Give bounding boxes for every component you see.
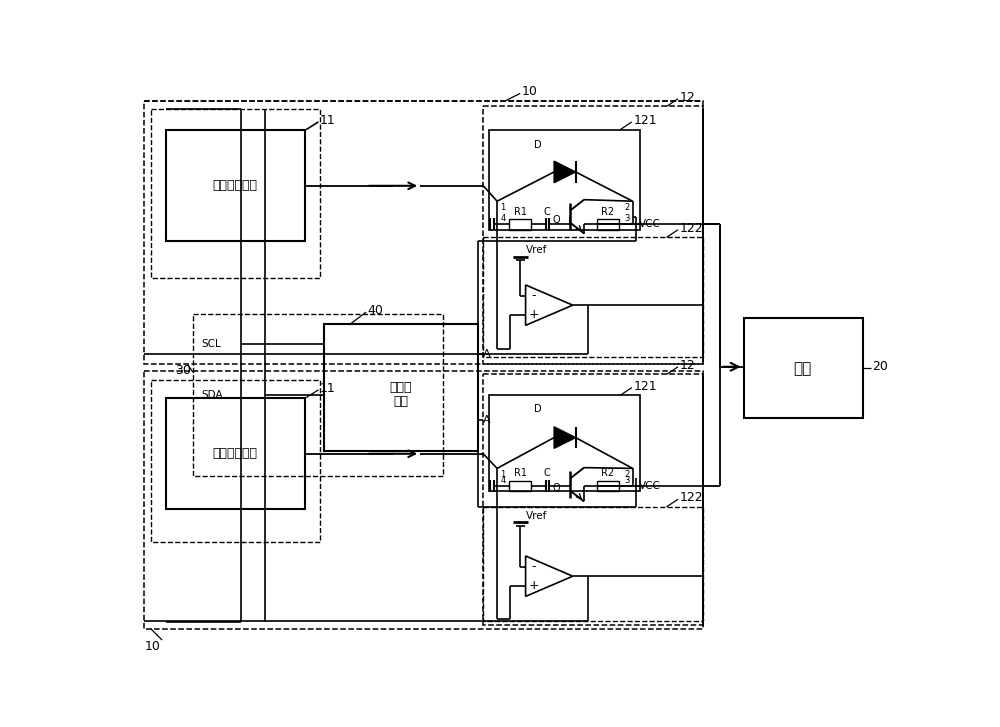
Text: 3: 3 <box>624 475 630 485</box>
Text: 11: 11 <box>320 114 336 126</box>
Text: -: - <box>531 289 536 302</box>
Bar <box>483 106 703 364</box>
Text: Vref: Vref <box>526 511 548 521</box>
Text: -: - <box>531 561 536 574</box>
Text: 3: 3 <box>624 214 630 222</box>
Text: 121: 121 <box>633 114 657 126</box>
Text: R2: R2 <box>601 206 615 217</box>
Text: 40: 40 <box>368 304 384 317</box>
Text: 20: 20 <box>872 361 888 373</box>
Bar <box>166 129 305 241</box>
Text: 10: 10 <box>144 640 160 653</box>
Text: 4: 4 <box>500 475 505 485</box>
Polygon shape <box>554 161 576 182</box>
Text: R1: R1 <box>514 468 527 478</box>
Text: 1: 1 <box>500 203 505 212</box>
Text: 122: 122 <box>680 222 703 235</box>
Text: 电流输出单元: 电流输出单元 <box>213 180 258 193</box>
Bar <box>489 129 640 230</box>
Bar <box>324 324 478 451</box>
Bar <box>144 371 703 629</box>
Text: 121: 121 <box>633 379 657 393</box>
Bar <box>483 507 703 621</box>
Polygon shape <box>554 427 576 449</box>
Bar <box>597 481 619 491</box>
Bar <box>509 219 531 230</box>
Bar <box>193 314 443 476</box>
Text: 1: 1 <box>500 470 505 479</box>
Text: C: C <box>544 206 551 217</box>
Text: 10: 10 <box>522 85 538 98</box>
Bar <box>151 109 320 278</box>
Bar <box>744 318 863 418</box>
Text: 11: 11 <box>320 382 336 395</box>
Bar <box>489 395 640 491</box>
Text: A: A <box>483 415 491 425</box>
Bar <box>166 398 305 509</box>
Bar <box>597 219 619 230</box>
Text: Vref: Vref <box>526 246 548 255</box>
Text: 电流输出单元: 电流输出单元 <box>213 447 258 460</box>
Text: +: + <box>528 308 539 321</box>
Bar <box>483 374 703 624</box>
Text: C: C <box>544 468 551 478</box>
Text: D: D <box>534 140 542 150</box>
Text: 2: 2 <box>624 203 630 212</box>
Text: R2: R2 <box>601 468 615 478</box>
Polygon shape <box>526 285 573 326</box>
Text: VCC: VCC <box>639 220 661 229</box>
Text: 2: 2 <box>624 470 630 479</box>
Bar <box>483 238 703 357</box>
Bar <box>144 101 703 364</box>
Text: D: D <box>534 404 542 414</box>
Text: 30: 30 <box>175 364 191 377</box>
Text: 4: 4 <box>500 214 505 222</box>
Text: Q: Q <box>553 215 560 225</box>
Bar <box>151 379 320 542</box>
Text: 时序控: 时序控 <box>390 381 412 394</box>
Text: 制器: 制器 <box>393 395 408 408</box>
Text: 12: 12 <box>680 91 695 104</box>
Text: 负载: 负载 <box>794 361 812 376</box>
Text: +: + <box>528 579 539 592</box>
Text: SDA: SDA <box>201 390 223 401</box>
Text: SCL: SCL <box>201 339 221 349</box>
Text: A: A <box>483 350 491 359</box>
Text: VCC: VCC <box>639 481 661 491</box>
Text: R1: R1 <box>514 206 527 217</box>
Text: 122: 122 <box>680 491 703 504</box>
Bar <box>509 481 531 491</box>
Polygon shape <box>526 556 573 596</box>
Text: 12: 12 <box>680 358 695 371</box>
Text: Q: Q <box>553 483 560 494</box>
